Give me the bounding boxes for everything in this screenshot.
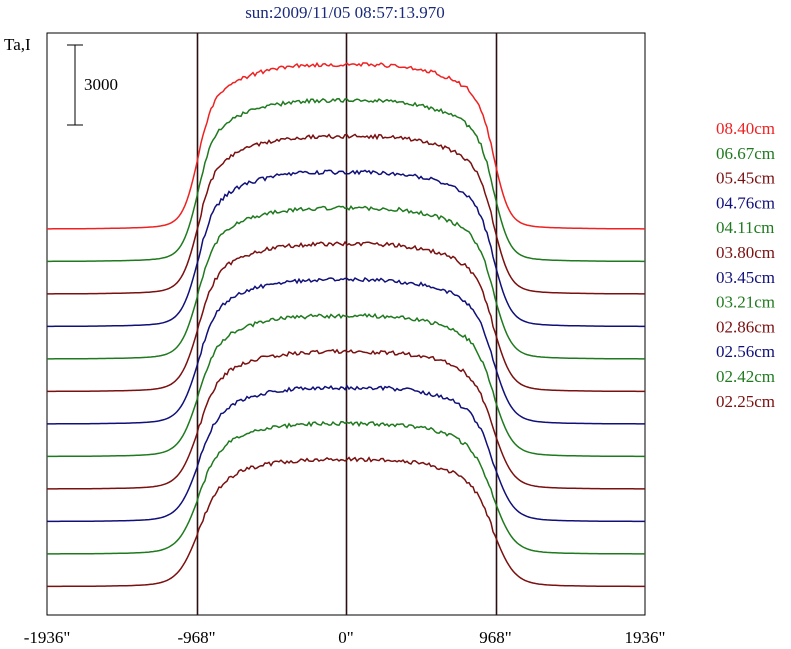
legend-entry: 02.86cm	[716, 317, 775, 336]
series-line-03.21cm	[47, 312, 645, 458]
legend-entry: 02.56cm	[716, 342, 775, 361]
series-line-03.45cm	[47, 276, 645, 425]
series-line-02.56cm	[47, 384, 645, 523]
x-tick-label: 968"	[479, 628, 511, 647]
y-axis-label: Ta,I	[4, 35, 31, 54]
vertical-reference-lines	[196, 33, 498, 615]
legend-entry: 04.76cm	[716, 193, 775, 212]
series-line-06.67cm	[47, 97, 645, 263]
series-line-03.80cm	[47, 240, 645, 393]
x-tick-label: -968"	[177, 628, 215, 647]
series-line-05.45cm	[47, 133, 645, 295]
scale-bar-label: 3000	[84, 75, 118, 94]
legend-entry: 02.25cm	[716, 392, 775, 411]
legend-entry: 06.67cm	[716, 144, 775, 163]
legend-entry: 03.21cm	[716, 293, 775, 312]
series-line-04.11cm	[47, 204, 645, 360]
series-line-02.25cm	[47, 456, 645, 588]
legend-entry: 05.45cm	[716, 169, 775, 188]
scale-bar: 3000	[67, 44, 118, 126]
series-line-08.40cm	[47, 61, 645, 230]
legend-entry: 08.40cm	[716, 119, 775, 138]
x-tick-label: 1936"	[625, 628, 666, 647]
x-tick-labels: -1936" -968" 0" 968" 1936"	[24, 628, 666, 647]
series-lines	[47, 61, 645, 588]
legend-entry: 02.42cm	[716, 367, 775, 386]
legend-entry: 04.11cm	[716, 218, 774, 237]
legend: 08.40cm 06.67cm 05.45cm 04.76cm 04.11cm 03.80…	[716, 119, 775, 411]
series-line-02.42cm	[47, 420, 645, 555]
x-tick-label: 0"	[338, 628, 353, 647]
series-line-02.86cm	[47, 348, 645, 490]
x-tick-label: -1936"	[24, 628, 71, 647]
series-line-04.76cm	[47, 169, 645, 328]
legend-entry: 03.80cm	[716, 243, 775, 262]
chart-title: sun:2009/11/05 08:57:13.970	[245, 3, 445, 22]
legend-entry: 03.45cm	[716, 268, 775, 287]
